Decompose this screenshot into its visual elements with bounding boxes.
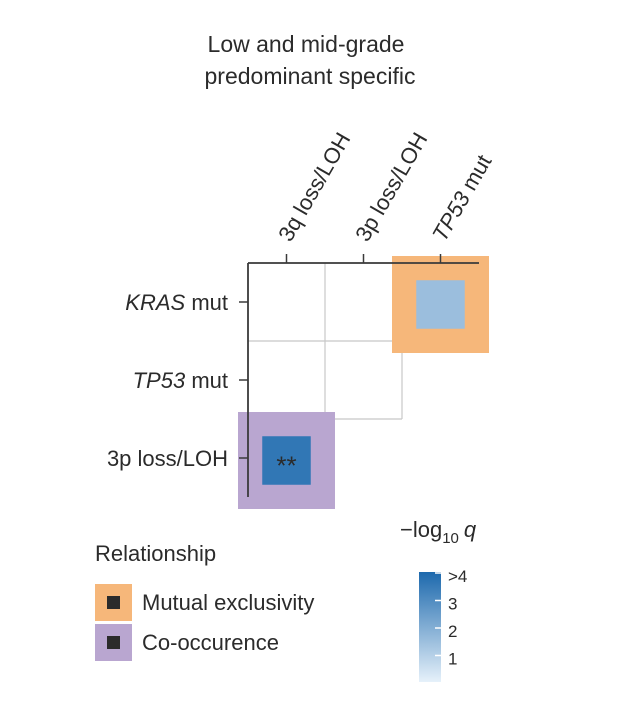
column-label: 3p loss/LOH xyxy=(350,128,432,245)
legend-swatch-inner xyxy=(107,596,120,609)
colorbar-tick-label: 1 xyxy=(448,650,457,669)
colorbar-title: −log10 q xyxy=(400,517,477,547)
colorbar xyxy=(419,572,441,682)
chart-title-line-2: predominant specific xyxy=(205,63,416,89)
column-label: TP53 mut xyxy=(427,150,496,245)
legend-items: Mutual exclusivity Co-occurence xyxy=(95,584,314,661)
colorbar-tick-label: 3 xyxy=(448,595,457,614)
row-label: KRAS mut xyxy=(125,290,228,315)
legend-label: Mutual exclusivity xyxy=(142,590,314,615)
legend-swatch-inner xyxy=(107,636,120,649)
cell-significance-0 xyxy=(416,280,465,329)
colorbar-ticks: >4 3 2 1 xyxy=(435,567,467,669)
colorbar-title-var: q xyxy=(464,517,477,542)
colorbar-title-log: −log xyxy=(400,517,442,542)
chart-title-line-1: Low and mid-grade xyxy=(208,31,405,57)
row-label: 3p loss/LOH xyxy=(107,446,228,471)
legend-label: Co-occurence xyxy=(142,630,279,655)
legend-title: Relationship xyxy=(95,541,216,566)
cell-significance-1 xyxy=(262,436,311,485)
cell-label-1: ** xyxy=(276,451,296,481)
matrix: ** xyxy=(238,256,489,509)
column-label: 3q loss/LOH xyxy=(273,128,355,245)
colorbar-tick-label: >4 xyxy=(448,567,467,586)
row-label: TP53 mut xyxy=(133,368,228,393)
colorbar-tick-label: 2 xyxy=(448,622,457,641)
row-labels: KRAS mut TP53 mut 3p loss/LOH xyxy=(107,290,248,471)
colorbar-title-sub: 10 xyxy=(442,530,459,547)
